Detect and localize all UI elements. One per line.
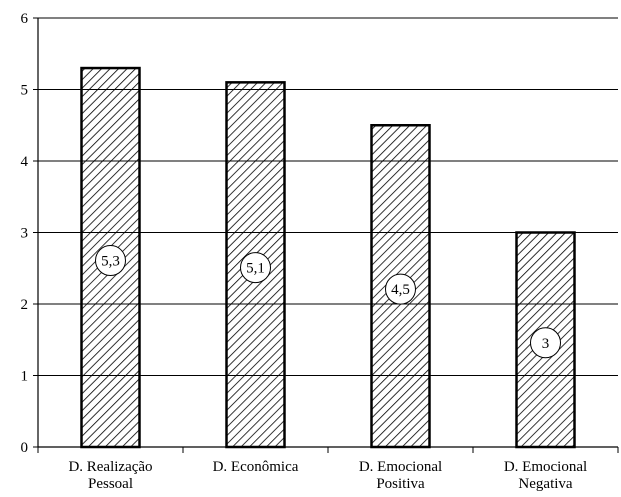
category-label-line-2-0: D. Emocional xyxy=(359,459,442,475)
category-label-line-3-1: Negativa xyxy=(518,476,572,492)
y-tick-label-5: 5 xyxy=(21,83,29,99)
data-label-bubble-1 xyxy=(240,252,271,284)
category-label-line-3-0: D. Emocional xyxy=(504,459,587,475)
data-label-2: 4,5 xyxy=(391,282,410,298)
y-tick-label-0: 0 xyxy=(21,440,29,456)
y-tick-label-3: 3 xyxy=(21,226,29,242)
category-label-line-2-1: Positiva xyxy=(376,476,425,492)
data-label-3: 3 xyxy=(542,336,550,352)
y-tick-label-4: 4 xyxy=(21,154,29,170)
y-tick-label-2: 2 xyxy=(21,297,29,313)
y-tick-label-1: 1 xyxy=(21,369,29,385)
axes xyxy=(33,17,619,453)
data-label-bubble-3 xyxy=(530,327,561,359)
data-label-1: 5,1 xyxy=(246,261,265,277)
category-label-0: D. Realização Pessoal xyxy=(68,459,152,492)
y-tick-label-6: 6 xyxy=(21,11,29,27)
data-label-0: 5,3 xyxy=(101,254,120,270)
data-label-bubble-2 xyxy=(385,273,416,305)
category-label-line-0-1: Pessoal xyxy=(88,476,133,492)
category-label-line-0-0: D. Realização xyxy=(68,459,152,475)
data-label-bubble-0 xyxy=(95,245,126,277)
category-label-3: D. Emocional Negativa xyxy=(504,459,587,492)
category-label-line-1-0: D. Econômica xyxy=(213,459,299,475)
category-label-2: D. Emocional Positiva xyxy=(359,459,442,492)
category-label-1: D. Econômica xyxy=(213,459,299,475)
labels: 0 1 2 3 4 5 6 5,3 D. Realização Pessoal 5,1 D. Econ… xyxy=(21,11,588,492)
bars xyxy=(80,66,576,449)
